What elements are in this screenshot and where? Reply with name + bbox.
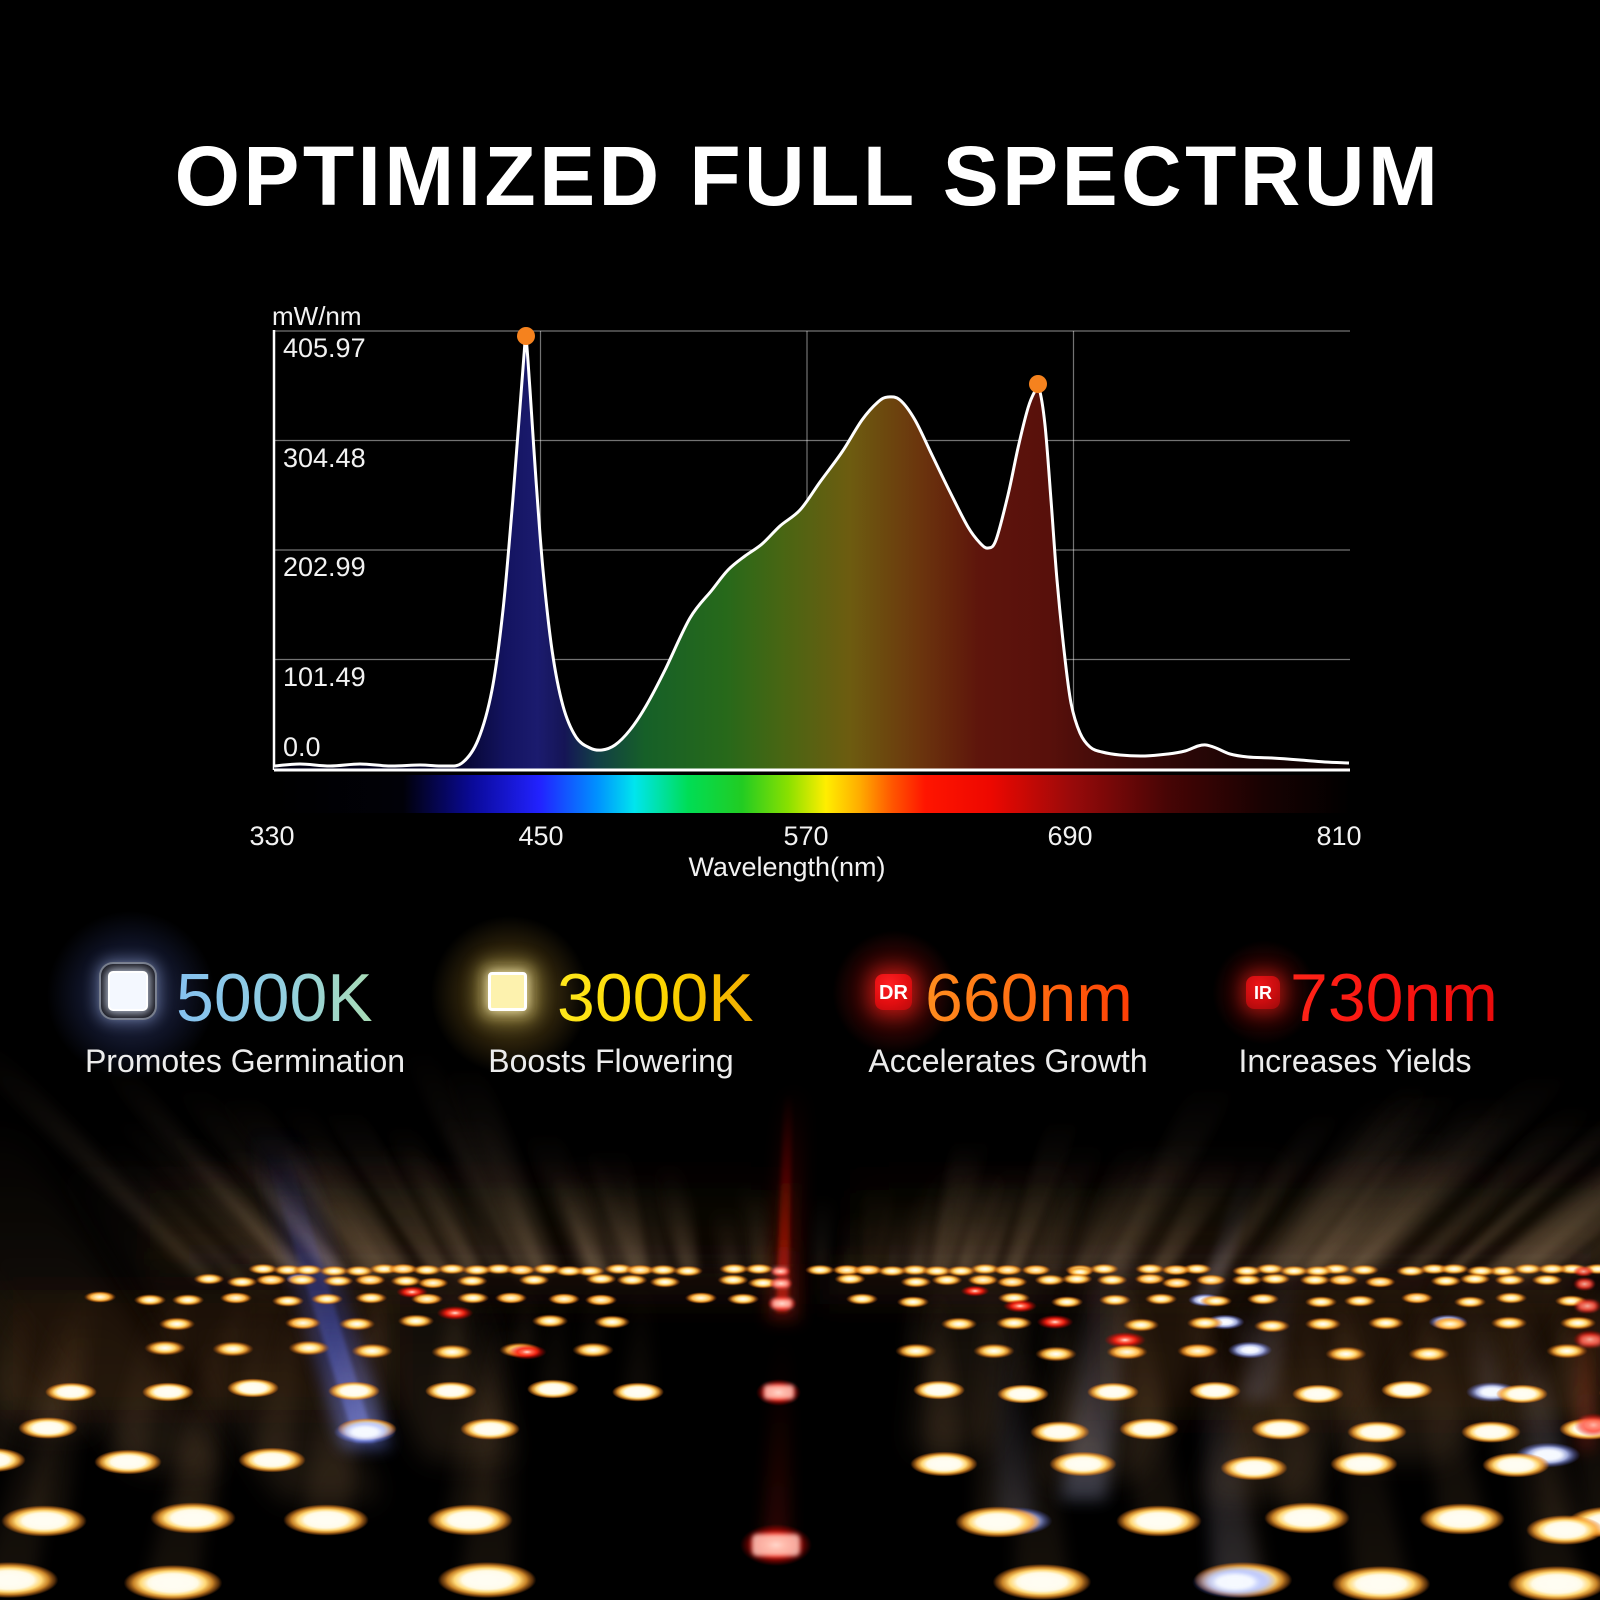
svg-text:101.49: 101.49	[283, 662, 366, 692]
svg-text:202.99: 202.99	[283, 552, 366, 582]
svg-text:570: 570	[783, 821, 828, 851]
svg-text:mW/nm: mW/nm	[272, 301, 362, 331]
svg-text:450: 450	[518, 821, 563, 851]
svg-text:405.97: 405.97	[283, 333, 366, 363]
svg-text:690: 690	[1047, 821, 1092, 851]
svg-text:304.48: 304.48	[283, 443, 366, 473]
svg-text:0.0: 0.0	[283, 732, 321, 762]
svg-text:Wavelength(nm): Wavelength(nm)	[688, 852, 885, 882]
svg-text:810: 810	[1316, 821, 1361, 851]
svg-text:330: 330	[249, 821, 294, 851]
